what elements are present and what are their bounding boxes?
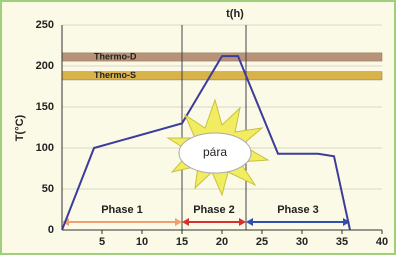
chart: 0 50 100 150 200 250 5 10 15 20 25 30 35 40 Thermo-D Th… bbox=[0, 0, 396, 255]
y-tick-label: 0 bbox=[48, 224, 54, 236]
annotation: pára bbox=[203, 145, 227, 159]
x-tick-label: 5 bbox=[99, 236, 105, 248]
phase-label: Phase 1 bbox=[101, 204, 143, 216]
x-tick-label: 20 bbox=[216, 236, 228, 248]
phase-label: Phase 2 bbox=[193, 204, 235, 216]
x-tick-label: 10 bbox=[136, 236, 148, 248]
phase-label: Phase 3 bbox=[277, 204, 319, 216]
band-label: Thermo-S bbox=[94, 70, 136, 80]
chart-title: t(h) bbox=[226, 8, 244, 20]
band-label: Thermo-D bbox=[94, 51, 137, 61]
x-tick-label: 25 bbox=[256, 236, 268, 248]
y-tick-label: 250 bbox=[36, 19, 54, 31]
x-tick-label: 30 bbox=[296, 236, 308, 248]
x-tick-label: 35 bbox=[336, 236, 348, 248]
y-tick-label: 150 bbox=[36, 101, 54, 113]
y-tick-label: 200 bbox=[36, 60, 54, 72]
x-tick-label: 40 bbox=[376, 236, 388, 248]
y-tick-label: 100 bbox=[36, 142, 54, 154]
x-tick-label: 15 bbox=[176, 236, 188, 248]
y-axis-label: T(°C) bbox=[14, 114, 26, 141]
y-tick-label: 50 bbox=[42, 183, 54, 195]
